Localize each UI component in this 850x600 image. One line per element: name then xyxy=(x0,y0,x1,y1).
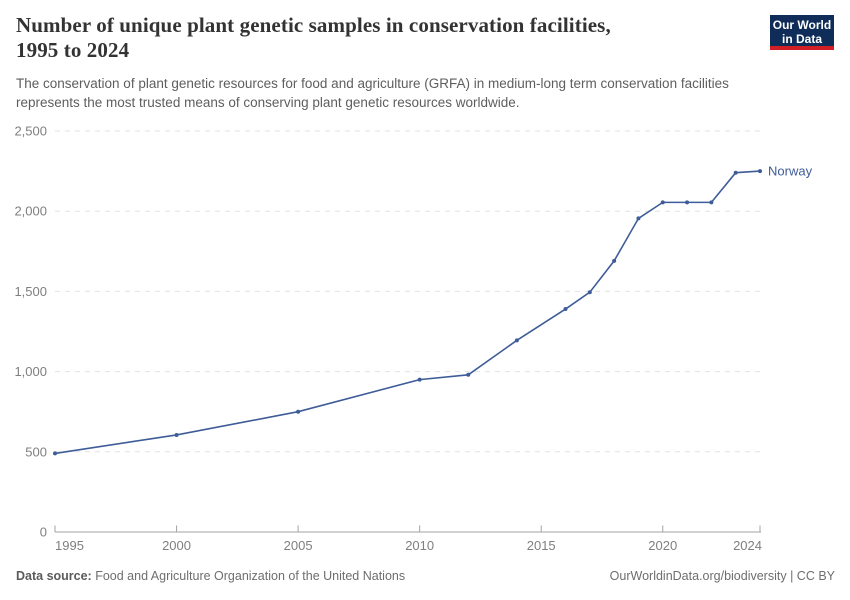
data-point-marker[interactable] xyxy=(53,451,57,456)
x-axis-tick-label: 2024 xyxy=(733,538,762,553)
title-line-2: 1995 to 2024 xyxy=(16,38,130,62)
x-axis-tick-label: 1995 xyxy=(55,538,84,553)
data-point-marker[interactable] xyxy=(685,200,690,205)
subtitle-line-2: represents the most trusted means of con… xyxy=(16,95,520,110)
data-point-marker[interactable] xyxy=(466,372,471,377)
attribution-link[interactable]: OurWorldinData.org/biodiversity | CC BY xyxy=(609,569,835,583)
y-axis-tick-label: 2,500 xyxy=(14,124,47,139)
data-source-note: Data source: Food and Agriculture Organi… xyxy=(16,569,405,583)
x-axis-tick-label: 2020 xyxy=(648,538,677,553)
data-point-marker[interactable] xyxy=(733,170,738,175)
y-axis-tick-label: 500 xyxy=(25,444,47,459)
series-label-norway[interactable]: Norway xyxy=(768,164,813,179)
data-point-marker[interactable] xyxy=(612,258,617,263)
data-point-marker[interactable] xyxy=(174,432,179,437)
data-point-marker[interactable] xyxy=(587,290,592,295)
owid-logo[interactable]: Our World in Data xyxy=(770,15,834,50)
title-line-1: Number of unique plant genetic samples i… xyxy=(16,13,611,37)
data-source-label: Data source: xyxy=(16,569,92,583)
y-axis-tick-label: 0 xyxy=(40,525,47,540)
data-point-marker[interactable] xyxy=(758,169,762,174)
x-axis-tick-label: 2005 xyxy=(284,538,313,553)
data-point-marker[interactable] xyxy=(660,200,665,205)
y-axis-tick-label: 2,000 xyxy=(14,204,47,219)
x-axis-tick-label: 2000 xyxy=(162,538,191,553)
data-source-text: Food and Agriculture Organization of the… xyxy=(91,569,406,583)
x-axis-tick-label: 2015 xyxy=(527,538,556,553)
data-point-marker[interactable] xyxy=(563,307,568,312)
y-axis-tick-label: 1,500 xyxy=(14,284,47,299)
x-axis-tick-label: 2010 xyxy=(405,538,434,553)
y-axis-tick-label: 1,000 xyxy=(14,364,47,379)
owid-logo-line-2: in Data xyxy=(781,32,822,46)
chart-header: Number of unique plant genetic samples i… xyxy=(16,13,761,112)
data-point-marker[interactable] xyxy=(417,377,422,382)
data-point-marker[interactable] xyxy=(296,409,301,414)
page-title: Number of unique plant genetic samples i… xyxy=(16,13,761,63)
norway-line[interactable] xyxy=(54,170,761,455)
data-point-marker[interactable] xyxy=(514,338,519,343)
data-point-marker[interactable] xyxy=(709,200,714,205)
chart-subtitle: The conservation of plant genetic resour… xyxy=(16,74,761,112)
subtitle-line-1: The conservation of plant genetic resour… xyxy=(16,76,729,91)
chart-footer: Data source: Food and Agriculture Organi… xyxy=(16,569,835,583)
data-point-marker[interactable] xyxy=(636,216,641,221)
owid-logo-line-1: Our World xyxy=(772,18,832,32)
